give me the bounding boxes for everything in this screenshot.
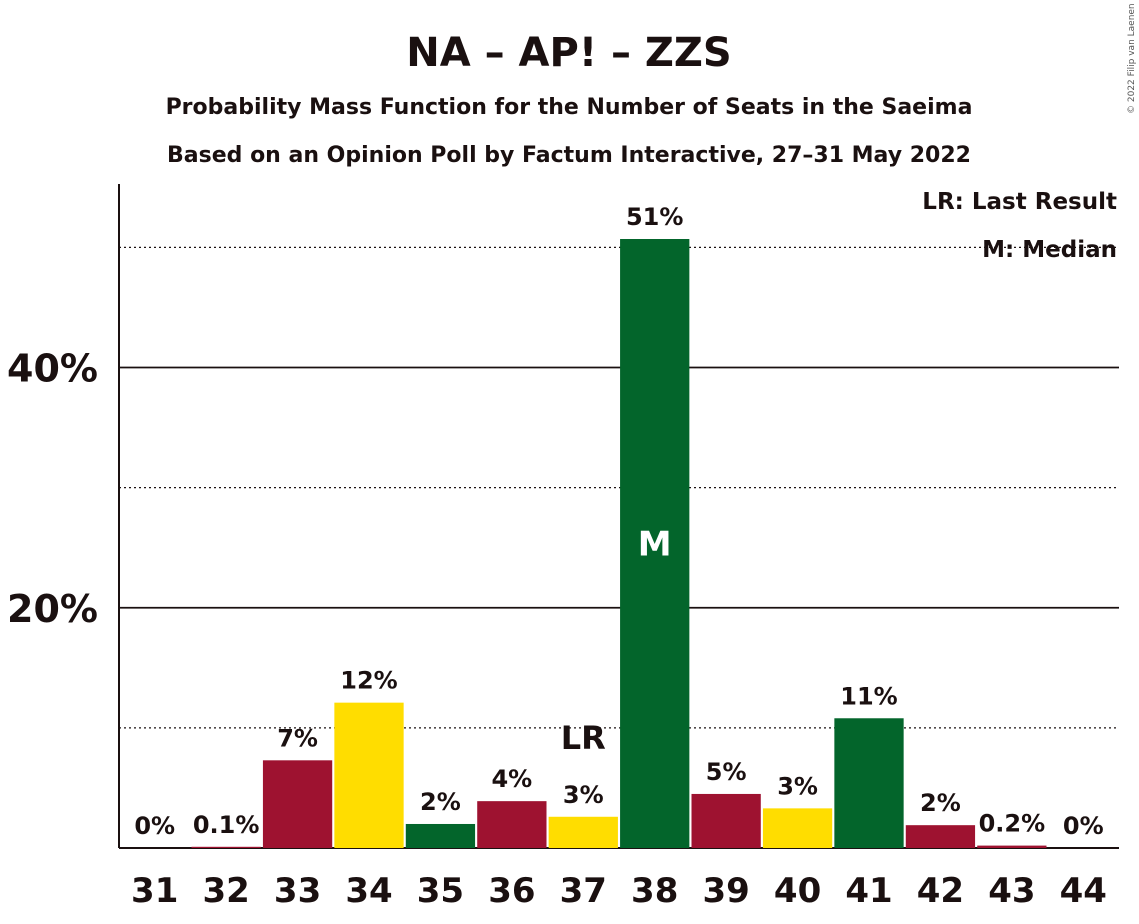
bar-40 xyxy=(762,808,833,848)
bar-38 xyxy=(620,239,690,848)
data-label-35: 2% xyxy=(420,788,461,816)
x-tick-label-39: 39 xyxy=(702,871,749,911)
x-tick-label-37: 37 xyxy=(560,871,607,911)
x-tick-label-42: 42 xyxy=(917,871,964,911)
data-label-38: 51% xyxy=(626,203,683,231)
data-label-33: 7% xyxy=(277,724,318,752)
bar-43 xyxy=(977,845,1047,848)
x-tick-label-34: 34 xyxy=(345,871,392,911)
median-marker: M xyxy=(638,525,672,565)
chart-subtitle-1: Probability Mass Function for the Number… xyxy=(166,95,973,120)
x-tick-label-33: 33 xyxy=(274,871,321,911)
data-label-36: 4% xyxy=(491,765,532,793)
data-label-32: 0.1% xyxy=(193,811,260,839)
data-label-43: 0.2% xyxy=(979,810,1046,838)
x-tick-label-31: 31 xyxy=(131,871,178,911)
x-tick-label-40: 40 xyxy=(774,871,821,911)
data-label-44: 0% xyxy=(1063,812,1104,840)
bar-41 xyxy=(834,718,904,848)
x-tick-label-35: 35 xyxy=(417,871,464,911)
labels-layer: 20% 40% 0% 31 0.1% 32 7% 33 12% 34 2% 35 4% 36 3% 37 LR 5… xyxy=(7,203,1107,911)
chart-subtitle-2: Based on an Opinion Poll by Factum Inter… xyxy=(167,143,971,168)
bar-33 xyxy=(262,760,333,848)
bars-layer xyxy=(191,239,1047,848)
x-tick-label-43: 43 xyxy=(988,871,1035,911)
bar-42 xyxy=(905,825,976,848)
x-tick-label-44: 44 xyxy=(1060,871,1107,911)
data-label-40: 3% xyxy=(777,772,818,800)
legend-median: M: Median xyxy=(982,237,1117,263)
bar-37 xyxy=(548,816,618,848)
data-label-31: 0% xyxy=(134,812,175,840)
bar-32 xyxy=(191,846,261,848)
bar-35 xyxy=(405,823,476,848)
copyright-note: © 2022 Filip van Laenen xyxy=(1127,3,1137,114)
x-tick-label-32: 32 xyxy=(202,871,249,911)
y-tick-label: 40% xyxy=(7,347,98,391)
bar-36 xyxy=(477,801,547,848)
data-label-39: 5% xyxy=(706,758,747,786)
bar-39 xyxy=(691,793,761,848)
y-tick-label: 20% xyxy=(7,587,98,631)
data-label-34: 12% xyxy=(340,667,397,695)
last-result-marker: LR xyxy=(561,719,606,757)
x-tick-label-38: 38 xyxy=(631,871,678,911)
grid-layer xyxy=(118,184,1119,849)
data-label-42: 2% xyxy=(920,789,961,817)
x-tick-label-41: 41 xyxy=(845,871,892,911)
data-label-37: 3% xyxy=(563,781,604,809)
chart-title: NA – AP! – ZZS xyxy=(406,30,731,76)
legend-last-result: LR: Last Result xyxy=(922,189,1117,215)
data-label-41: 11% xyxy=(840,682,897,710)
bar-34 xyxy=(334,702,404,848)
x-tick-label-36: 36 xyxy=(488,871,535,911)
